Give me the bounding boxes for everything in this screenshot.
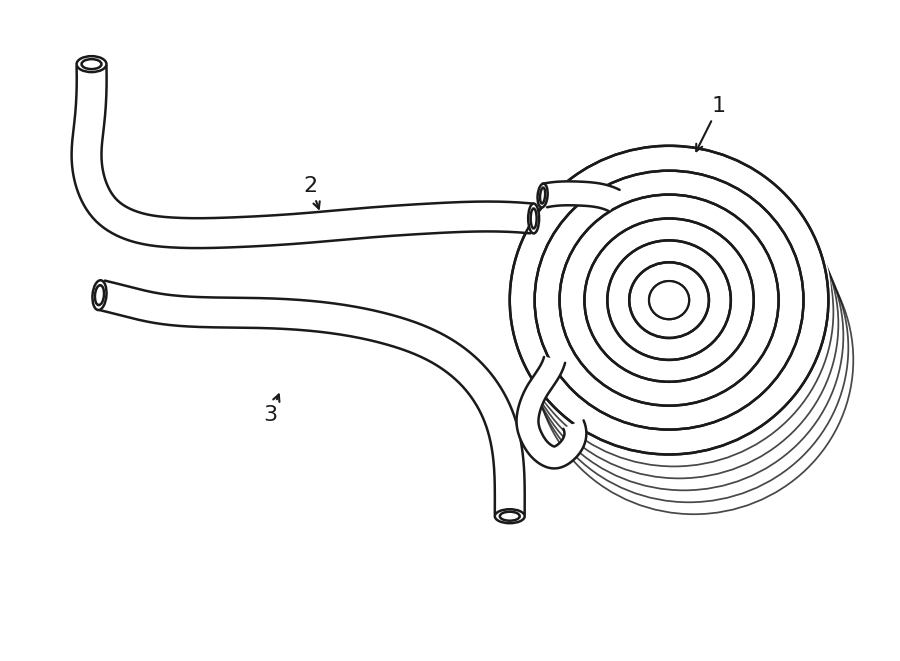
Ellipse shape — [495, 509, 525, 524]
Ellipse shape — [76, 56, 106, 72]
Ellipse shape — [536, 206, 852, 513]
Text: 2: 2 — [303, 176, 320, 209]
Polygon shape — [542, 181, 619, 212]
Ellipse shape — [507, 143, 832, 457]
Ellipse shape — [528, 204, 539, 233]
Ellipse shape — [650, 282, 688, 318]
Text: 3: 3 — [264, 395, 279, 424]
Ellipse shape — [531, 194, 847, 501]
Ellipse shape — [516, 159, 832, 465]
Ellipse shape — [521, 171, 837, 477]
Text: 1: 1 — [697, 96, 726, 151]
Polygon shape — [98, 281, 525, 514]
Polygon shape — [72, 65, 533, 248]
Polygon shape — [517, 357, 587, 469]
Ellipse shape — [537, 184, 548, 208]
Ellipse shape — [526, 182, 842, 489]
Ellipse shape — [93, 280, 106, 310]
